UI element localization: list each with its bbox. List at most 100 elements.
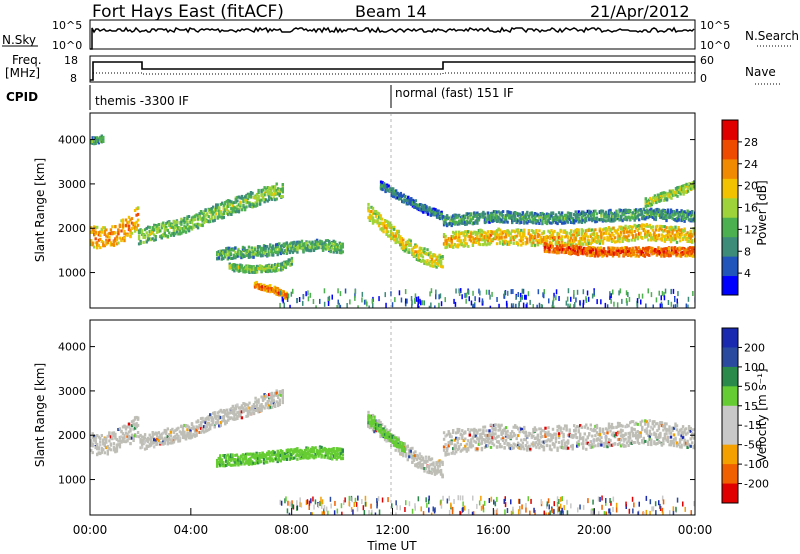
range-gate-cell xyxy=(661,252,665,256)
range-gate-cell xyxy=(637,254,640,258)
range-gate-cell xyxy=(611,252,615,256)
range-gate-cell xyxy=(234,210,238,214)
range-gate-cell xyxy=(260,265,263,268)
range-gate-cell xyxy=(647,224,650,228)
range-gate-cell xyxy=(653,233,656,236)
range-gate-cell xyxy=(625,238,629,242)
range-gate-cell xyxy=(426,208,430,211)
range-gate-cell xyxy=(594,220,597,224)
range-gate-cell xyxy=(592,248,595,252)
range-gate-cell xyxy=(591,232,594,236)
freq-tick-top: 18 xyxy=(64,54,78,67)
range-gate-cell xyxy=(91,228,94,232)
range-gate-cell xyxy=(163,232,166,236)
range-gate-cell xyxy=(573,236,576,240)
range-gate-cell xyxy=(123,440,126,444)
range-gate-cell xyxy=(306,248,310,252)
range-gate-cell xyxy=(296,250,299,254)
range-gate-cell xyxy=(595,248,598,252)
noise-cell xyxy=(661,290,664,296)
range-gate-cell xyxy=(441,257,444,260)
range-gate-cell xyxy=(589,235,592,239)
range-gate-cell xyxy=(266,199,269,203)
range-gate-cell xyxy=(686,236,689,240)
range-gate-cell xyxy=(183,219,186,222)
range-gate-cell xyxy=(511,221,514,225)
range-gate-cell xyxy=(268,267,271,271)
range-gate-cell xyxy=(627,230,630,234)
range-gate-cell xyxy=(240,252,243,255)
range-gate-cell xyxy=(620,247,624,251)
range-gate-cell xyxy=(548,245,551,249)
range-gate-cell xyxy=(231,263,235,267)
range-gate-cell xyxy=(270,250,273,254)
noise-cell xyxy=(444,297,446,303)
range-gate-cell xyxy=(500,213,503,217)
range-gate-cell xyxy=(255,285,258,288)
range-gate-cell xyxy=(536,232,540,236)
range-gate-cell xyxy=(543,241,547,245)
noise-sky-label: N.Sky xyxy=(2,33,36,47)
range-gate-cell xyxy=(414,254,417,258)
range-gate-cell xyxy=(682,189,685,193)
range-gate-cell xyxy=(91,243,94,247)
range-gate-cell xyxy=(627,226,630,229)
range-gate-cell xyxy=(666,231,670,235)
range-gate-cell xyxy=(635,208,638,212)
noise-cell xyxy=(667,300,670,305)
range-gate-cell xyxy=(263,193,266,197)
range-gate-cell xyxy=(488,216,491,220)
range-gate-cell xyxy=(154,443,157,446)
range-gate-cell xyxy=(674,193,678,197)
range-gate-cell xyxy=(261,248,264,252)
range-gate-cell xyxy=(467,234,470,238)
range-gate-cell xyxy=(511,235,514,239)
range-gate-cell xyxy=(163,430,166,434)
cpid-label: CPID xyxy=(6,90,38,104)
range-gate-cell xyxy=(514,236,517,240)
range-gate-cell xyxy=(627,239,630,243)
range-gate-cell xyxy=(442,223,446,227)
range-gate-cell xyxy=(508,214,511,218)
range-gate-cell xyxy=(580,210,583,214)
range-gate-cell xyxy=(429,213,433,217)
range-gate-cell xyxy=(657,251,660,255)
range-gate-cell xyxy=(160,441,163,445)
range-gate-cell xyxy=(622,236,626,240)
noise-cell xyxy=(612,289,614,295)
range-gate-cell xyxy=(255,283,258,287)
range-gate-cell xyxy=(626,253,630,257)
range-gate-cell xyxy=(193,218,197,222)
range-gate-cell xyxy=(254,269,257,273)
range-gate-cell xyxy=(172,231,176,235)
range-gate-cell xyxy=(647,198,650,202)
range-gate-cell xyxy=(548,214,552,217)
range-gate-cell xyxy=(143,433,147,437)
range-gate-cell xyxy=(109,443,113,447)
noise-cell xyxy=(553,292,555,298)
range-gate-cell xyxy=(335,245,338,249)
noise-left-tick-bottom: 10^0 xyxy=(52,39,82,52)
range-gate-cell xyxy=(249,193,253,197)
range-gate-cell xyxy=(159,235,162,239)
range-gate-cell xyxy=(165,234,168,238)
range-gate-cell xyxy=(506,242,509,246)
range-gate-cell xyxy=(148,225,151,229)
range-gate-cell xyxy=(201,219,204,223)
range-gate-cell xyxy=(639,248,642,252)
range-gate-cell xyxy=(676,190,679,193)
range-gate-cell xyxy=(439,255,443,259)
range-gate-cell xyxy=(500,235,503,239)
range-gate-cell xyxy=(624,238,627,242)
range-gate-cell xyxy=(690,252,693,256)
range-gate-cell xyxy=(305,242,308,246)
range-gate-cell xyxy=(118,436,122,440)
range-gate-cell xyxy=(121,223,125,227)
range-gate-cell xyxy=(608,250,612,254)
range-gate-cell xyxy=(237,249,240,253)
range-gate-cell xyxy=(402,242,405,246)
range-gate-cell xyxy=(489,230,493,233)
noise-cell xyxy=(618,290,620,296)
range-gate-cell xyxy=(672,218,676,221)
range-gate-cell xyxy=(91,140,94,143)
